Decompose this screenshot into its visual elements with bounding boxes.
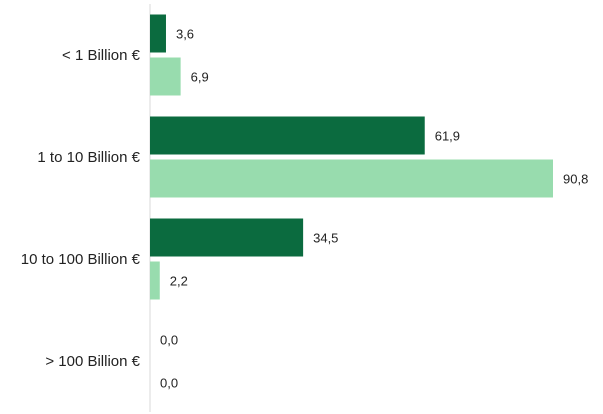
bars-group [150,14,553,300]
category-label-10-to-100-billion: 10 to 100 Billion € [21,251,141,268]
value-label-1-billion-series-2: 6,9 [191,70,209,85]
value-label-10-to-100-billion-series-1: 34,5 [313,231,338,246]
value-label-10-to-100-billion-series-2: 2,2 [170,274,188,289]
value-label-100-billion-series-2: 0,0 [160,376,178,391]
bar-1-to-10-billion-series-2 [150,159,553,198]
bar-1-billion-series-1 [150,14,166,53]
labels-group: < 1 Billion € 3,6 6,9 1 to 10 Billion € 61,9… [21,27,589,391]
bar-1-billion-series-2 [150,57,181,96]
value-label-1-to-10-billion-series-2: 90,8 [563,172,588,187]
value-label-1-billion-series-1: 3,6 [176,27,194,42]
category-label-1-billion: < 1 Billion € [62,47,141,64]
bar-10-to-100-billion-series-2 [150,261,160,300]
bar-1-to-10-billion-series-1 [150,116,425,155]
value-label-100-billion-series-1: 0,0 [160,333,178,348]
category-label-1-to-10-billion: 1 to 10 Billion € [37,149,140,166]
bar-10-to-100-billion-series-1 [150,218,304,257]
value-label-1-to-10-billion-series-1: 61,9 [435,129,460,144]
category-label-100-billion: > 100 Billion € [45,353,140,370]
